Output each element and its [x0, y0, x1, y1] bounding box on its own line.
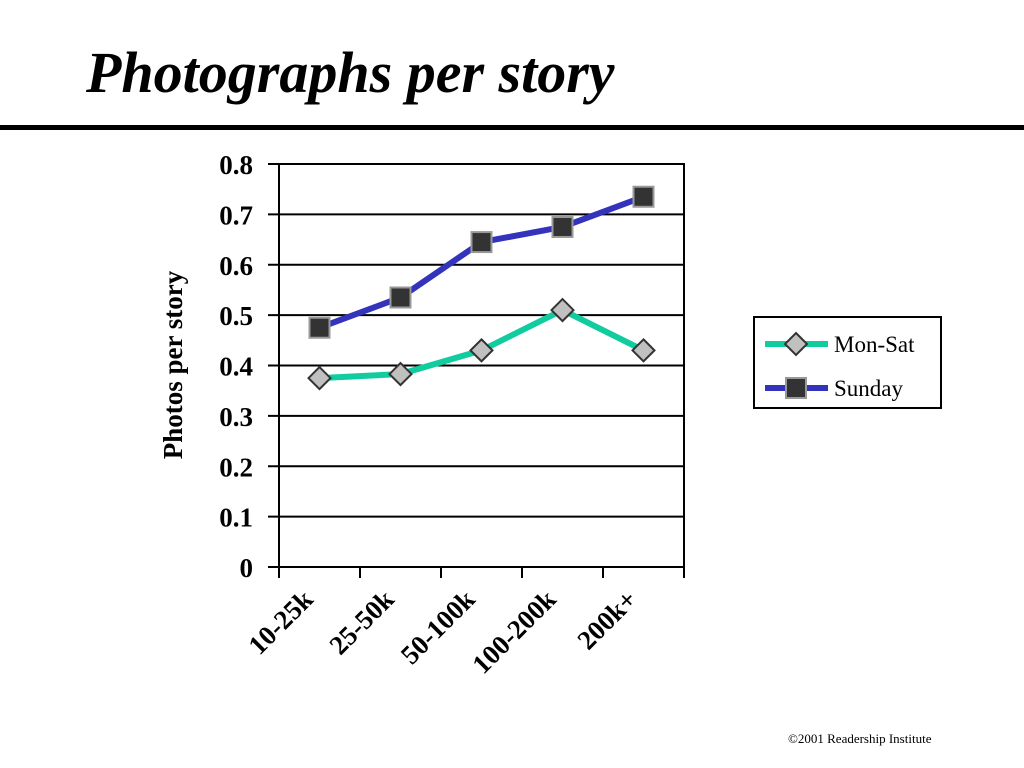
- legend-label: Sunday: [834, 376, 904, 401]
- data-point: [308, 316, 331, 339]
- y-tick-label: 0.2: [219, 452, 253, 482]
- data-point: [631, 337, 656, 363]
- legend: Mon-Sat Sunday: [753, 316, 942, 409]
- y-tick-label: 0.5: [219, 301, 253, 331]
- title-divider: [0, 125, 1024, 130]
- data-point: [470, 231, 493, 254]
- data-point: [551, 215, 574, 238]
- y-tick-label: 0.4: [219, 352, 253, 382]
- y-axis-title: Photos per story: [158, 270, 188, 459]
- gridlines: [279, 213, 684, 518]
- y-tick-label: 0: [240, 553, 254, 583]
- legend-box: [753, 316, 942, 409]
- slide-title: Photographs per story: [86, 40, 615, 105]
- data-point: [389, 286, 412, 309]
- x-tick-label: 200k+: [571, 584, 642, 655]
- x-tick-label: 25-50k: [323, 584, 399, 660]
- series-layer: [307, 185, 656, 391]
- y-tick-label: 0.3: [219, 402, 253, 432]
- data-point: [388, 361, 413, 387]
- x-tick-label: 100-200k: [466, 584, 561, 679]
- legend-swatch-marker: [783, 331, 809, 357]
- legend-swatch-marker: [785, 377, 807, 399]
- data-point: [307, 365, 332, 391]
- x-tick-label: 10-25k: [242, 584, 318, 660]
- data-point: [632, 185, 655, 208]
- data-point: [469, 337, 494, 363]
- y-axis: 0 0.1 0.2 0.3 0.4 0.5 0.6 0.7 0.8: [219, 150, 279, 583]
- y-tick-label: 0.8: [219, 150, 253, 180]
- footer-credit: ©2001 Readership Institute: [788, 731, 932, 746]
- y-tick-label: 0.7: [219, 200, 253, 230]
- y-tick-label: 0.1: [219, 503, 253, 533]
- series-line-1: [318, 193, 645, 331]
- legend-label: Mon-Sat: [834, 332, 915, 357]
- y-tick-label: 0.6: [219, 251, 253, 281]
- data-point: [550, 297, 575, 323]
